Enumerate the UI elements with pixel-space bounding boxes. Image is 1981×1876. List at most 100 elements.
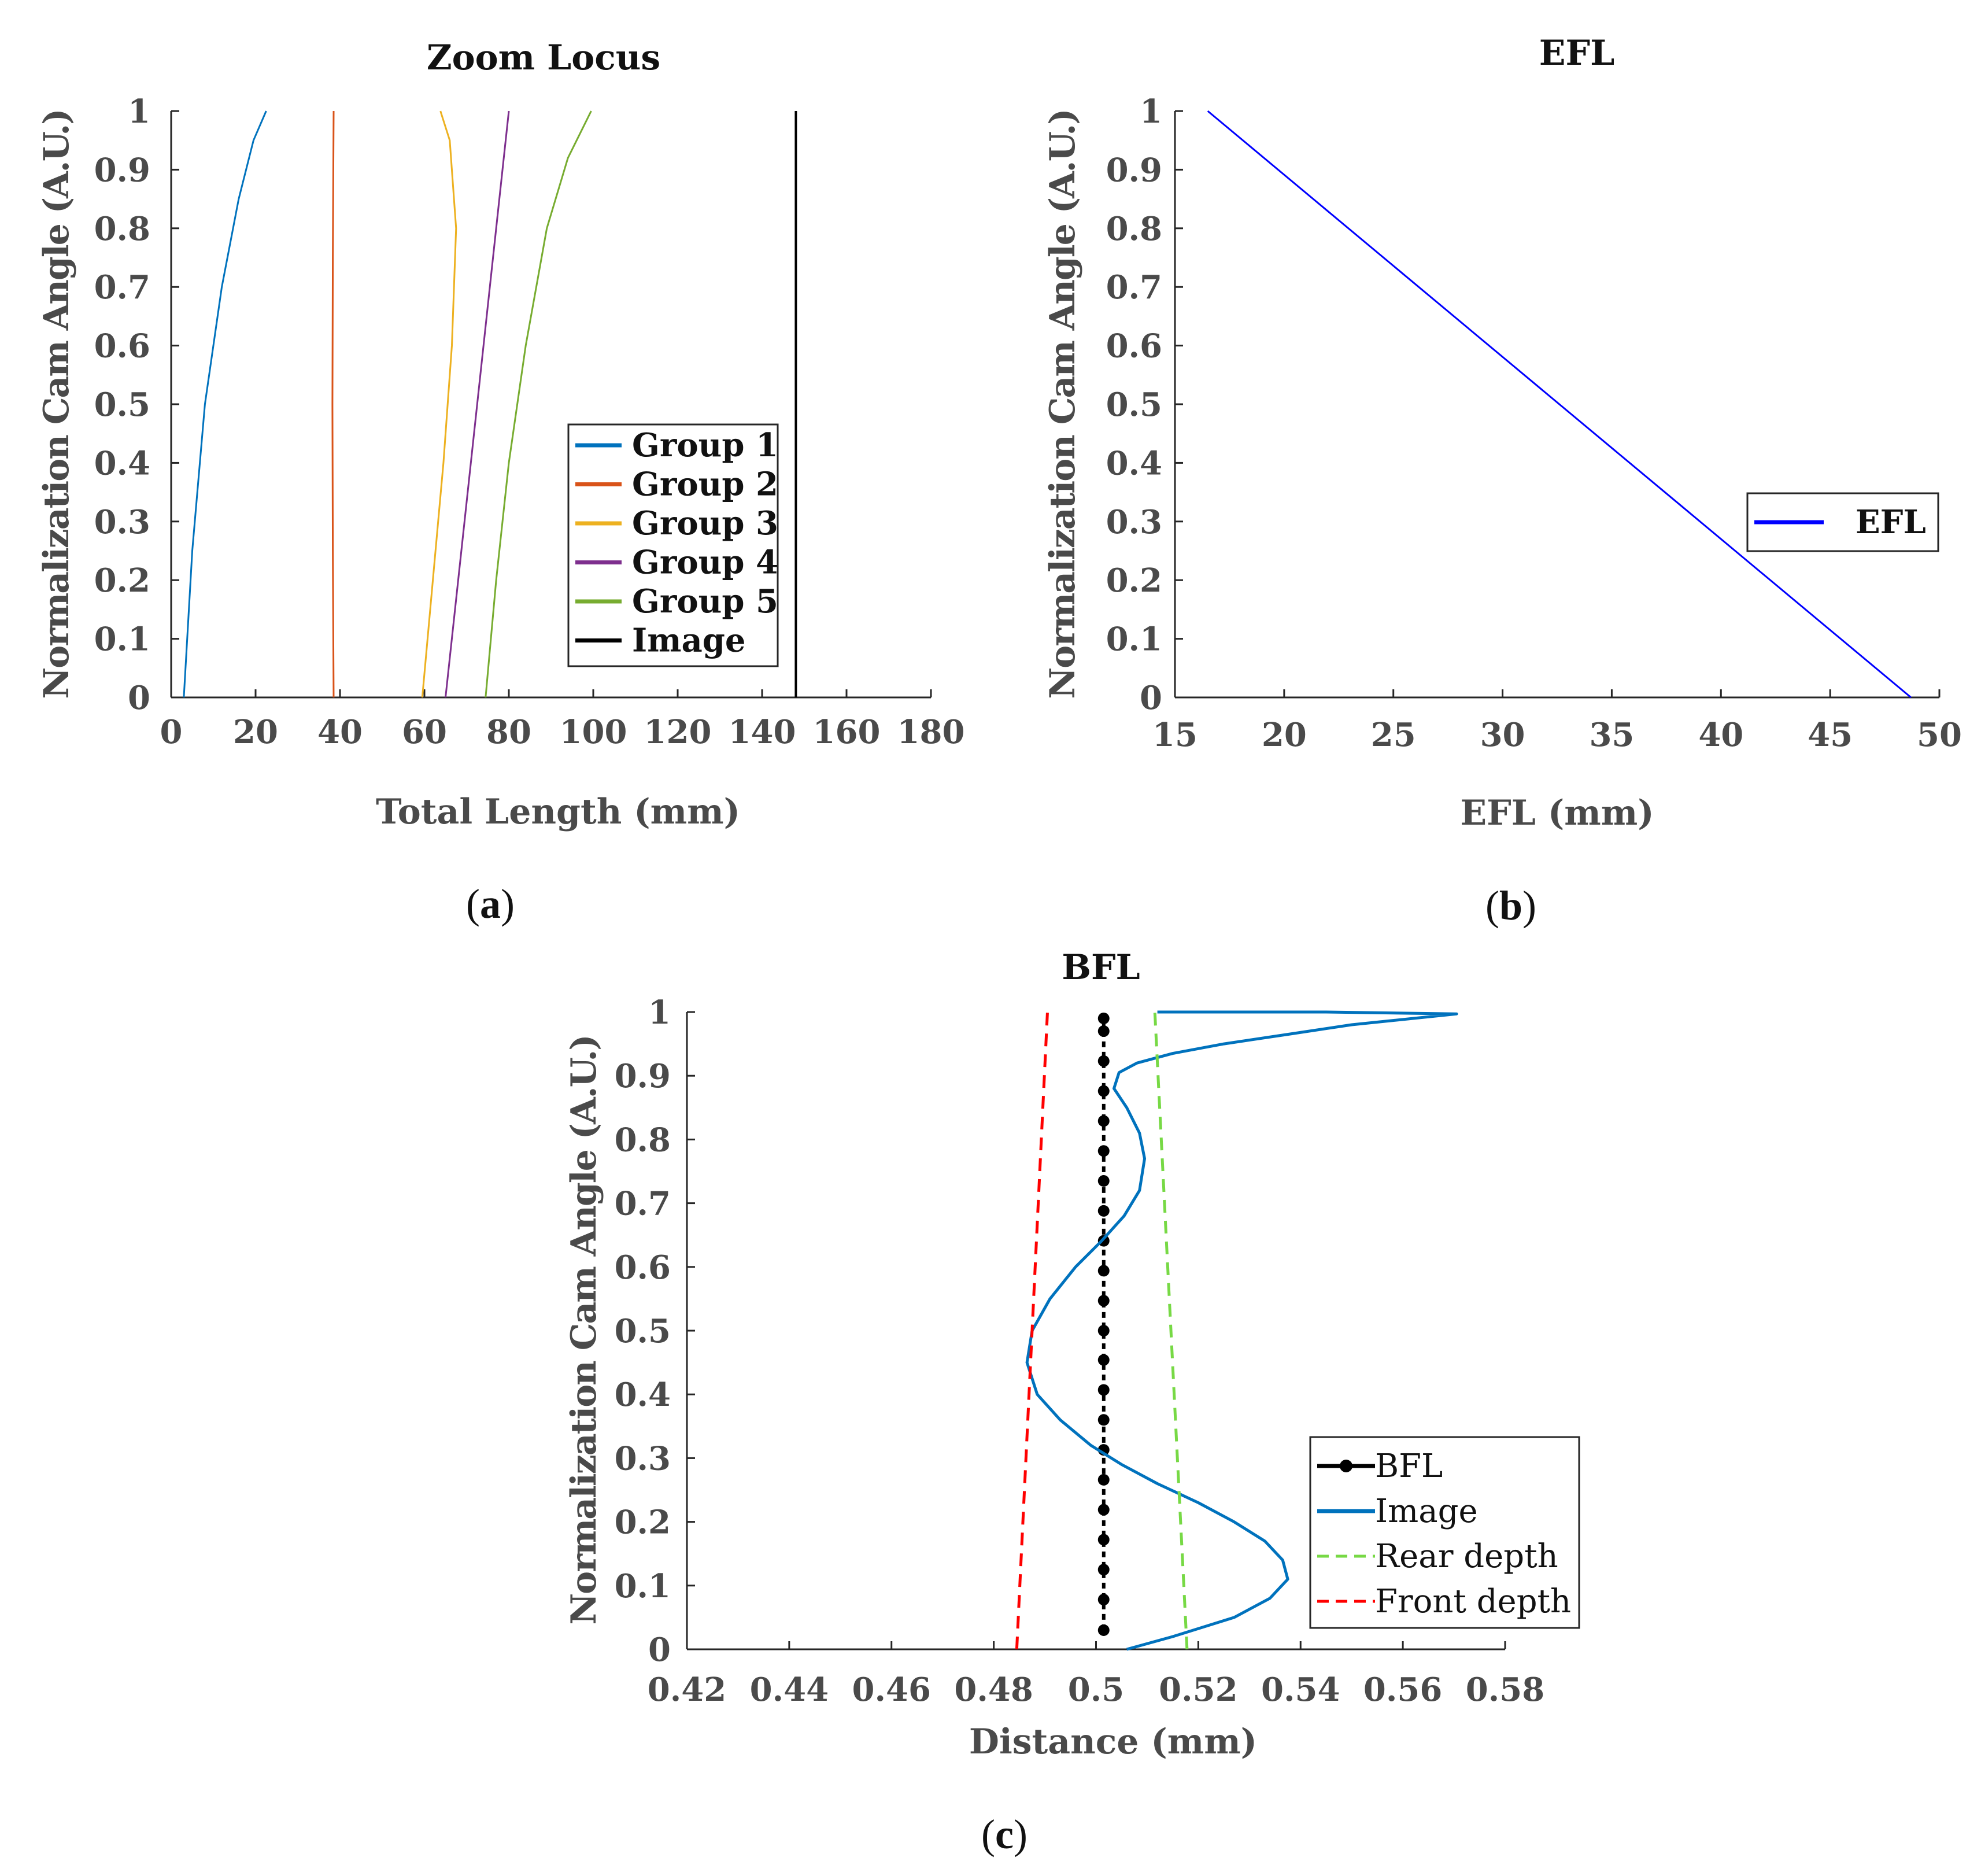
legend-label-image: Image	[632, 622, 746, 660]
x-tick-label: 0.56	[1363, 1671, 1442, 1709]
x-tick-label: 60	[402, 713, 447, 751]
data-point-bfl	[1097, 1013, 1110, 1025]
data-point-bfl	[1097, 1325, 1110, 1336]
legend-label-group-3: Group 3	[632, 504, 778, 542]
y-tick-label: 0.4	[94, 444, 150, 482]
x-tick-label: 20	[1262, 716, 1307, 754]
data-point-bfl	[1097, 1384, 1110, 1396]
data-point-bfl	[1097, 1295, 1110, 1307]
x-tick-label: 25	[1371, 716, 1416, 754]
legend-label-group-4: Group 4	[632, 544, 778, 582]
y-tick-label: 0.7	[1106, 268, 1162, 306]
y-tick-label: 0.3	[615, 1439, 671, 1478]
legend-label-group-1: Group 1	[632, 426, 778, 464]
series-line-group-3	[421, 110, 457, 698]
caption-letter: a	[480, 881, 501, 927]
series-line-image	[1025, 1010, 1458, 1651]
y-tick-label: 0.5	[615, 1312, 671, 1350]
data-point-bfl	[1097, 1354, 1110, 1366]
x-tick-label: 0	[160, 713, 183, 751]
data-point-bfl	[1097, 1025, 1110, 1037]
caption-open-paren: (	[1485, 882, 1499, 929]
y-tick-label: 0.4	[615, 1376, 671, 1414]
x-tick-label: 15	[1152, 716, 1198, 754]
x-tick-label: 80	[486, 713, 531, 751]
x-tick-label: 0.54	[1261, 1671, 1340, 1709]
legend-label-rear-depth: Rear depth	[1375, 1538, 1558, 1575]
y-tick-label: 0.5	[1106, 386, 1162, 424]
data-point-bfl	[1097, 1504, 1110, 1516]
y-tick-label: 0.1	[94, 621, 150, 659]
data-point-bfl	[1097, 1474, 1110, 1486]
legend-label-group-2: Group 2	[632, 466, 778, 504]
y-tick-label: 0.2	[615, 1504, 671, 1542]
x-tick-label: 0.58	[1466, 1671, 1544, 1709]
x-tick-label: 120	[644, 713, 712, 751]
caption-letter: b	[1499, 882, 1522, 929]
x-tick-label: 0.48	[954, 1671, 1033, 1709]
caption-close-paren: )	[1014, 1811, 1028, 1857]
data-point-bfl	[1097, 1594, 1110, 1606]
x-tick-label: 0.5	[1068, 1671, 1124, 1709]
legend-label-front-depth: Front depth	[1375, 1583, 1571, 1620]
figure-caption: (c)	[981, 1811, 1028, 1857]
y-tick-label: 0.8	[94, 210, 150, 248]
y-axis-label: Normalization Cam Angle (A.U.)	[1043, 109, 1083, 699]
x-tick-label: 40	[1698, 716, 1743, 754]
caption-close-paren: )	[501, 881, 515, 927]
x-tick-label: 0.42	[648, 1671, 726, 1709]
y-tick-label: 0.7	[94, 268, 150, 306]
series-line-front-depth	[1015, 1011, 1049, 1650]
caption-open-paren: (	[466, 881, 480, 927]
y-tick-label: 0.2	[94, 562, 150, 600]
series-line-group-5	[485, 110, 592, 698]
y-tick-label: 0.9	[1106, 151, 1162, 189]
y-tick-label: 1	[1140, 93, 1162, 131]
x-tick-label: 20	[233, 713, 278, 751]
data-point-bfl	[1097, 1145, 1110, 1157]
x-tick-label: 160	[813, 713, 881, 751]
chart-title: Zoom Locus	[427, 38, 660, 78]
data-point-bfl	[1097, 1055, 1110, 1067]
x-tick-label: 0.46	[852, 1671, 931, 1709]
y-tick-label: 0.8	[615, 1121, 671, 1159]
data-point-bfl	[1097, 1175, 1110, 1187]
y-tick-label: 0	[128, 679, 150, 717]
data-point-bfl	[1097, 1265, 1110, 1277]
y-tick-label: 0.8	[1106, 210, 1162, 248]
figure-caption: (a)	[466, 881, 515, 927]
series-line-group-2	[331, 110, 335, 698]
y-tick-label: 0	[648, 1631, 671, 1669]
x-tick-label: 0.44	[750, 1671, 829, 1709]
data-point-bfl	[1097, 1624, 1110, 1636]
chart-a: Zoom Locus 0 20 40 60 80 100 120 140 160 180 0 0.1 0.…	[36, 38, 964, 927]
legend-label-group-5: Group 5	[632, 582, 778, 621]
series-line-efl	[1207, 110, 1912, 699]
x-axis-label: Distance (mm)	[969, 1722, 1257, 1762]
data-point-bfl	[1097, 1205, 1110, 1217]
x-axis-label: Total Length (mm)	[376, 792, 740, 832]
x-tick-label: 30	[1480, 716, 1525, 754]
data-point-bfl	[1097, 1414, 1110, 1426]
y-tick-label: 0.3	[94, 503, 150, 541]
legend-label-bfl: BFL	[1375, 1447, 1443, 1485]
x-tick-label: 100	[560, 713, 627, 751]
y-tick-label: 0.2	[1106, 562, 1162, 600]
x-tick-label: 45	[1808, 716, 1853, 754]
y-tick-label: 0.9	[615, 1057, 671, 1095]
y-tick-label: 0.1	[615, 1567, 671, 1605]
x-tick-label: 140	[729, 713, 796, 751]
chart-title: BFL	[1062, 947, 1140, 988]
legend-label-image: Image	[1375, 1493, 1478, 1530]
legend-marker-bfl	[1340, 1460, 1352, 1472]
y-tick-label: 0.1	[1106, 621, 1162, 659]
series-line-group-1	[183, 110, 267, 698]
data-point-bfl	[1097, 1564, 1110, 1576]
x-tick-label: 35	[1589, 716, 1634, 754]
legend-box	[1309, 1436, 1580, 1629]
x-tick-label: 40	[317, 713, 363, 751]
chart-title: EFL	[1539, 33, 1615, 73]
legend: EFL	[1746, 492, 1939, 552]
legend-box	[567, 423, 779, 667]
